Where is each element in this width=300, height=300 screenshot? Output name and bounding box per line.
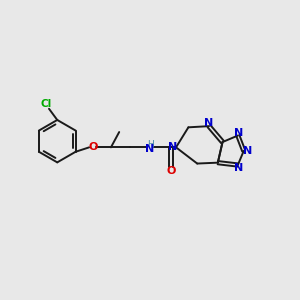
Text: N: N: [234, 128, 243, 138]
Text: O: O: [166, 166, 175, 176]
Text: H: H: [147, 140, 154, 149]
Text: N: N: [204, 118, 213, 128]
Text: N: N: [234, 163, 243, 173]
Text: Cl: Cl: [41, 99, 52, 110]
Text: N: N: [243, 146, 252, 156]
Text: N: N: [168, 142, 178, 152]
Text: O: O: [88, 142, 98, 152]
Text: N: N: [145, 144, 154, 154]
